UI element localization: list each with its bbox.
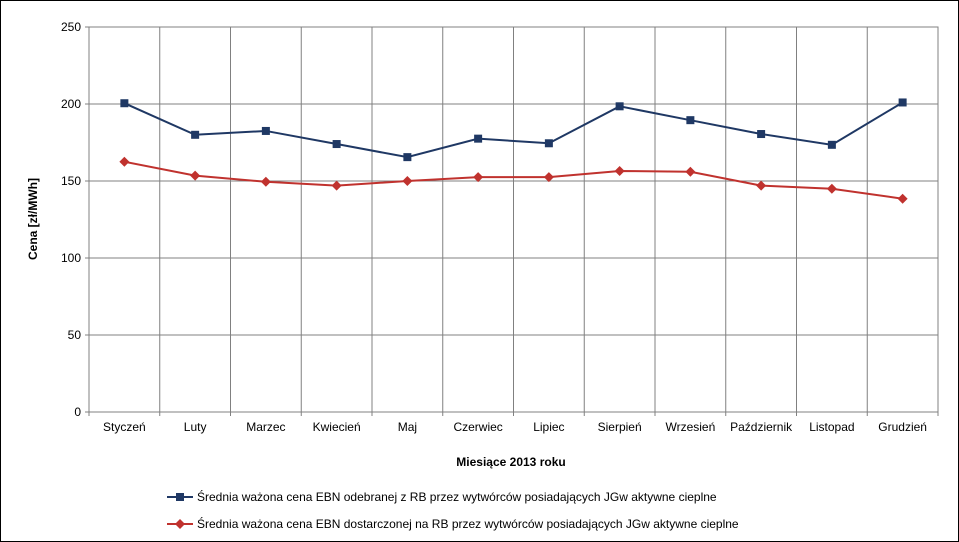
data-point (543, 172, 554, 183)
data-point (190, 170, 201, 181)
data-point (897, 193, 908, 204)
y-tick-label: 150 (61, 174, 81, 188)
y-axis-ticks: 0 50 100 150 200 250 (61, 20, 89, 419)
legend-marker (176, 493, 184, 501)
x-tick-label: Wrzesień (665, 420, 715, 434)
data-point (260, 176, 271, 187)
x-tick-label: Maj (398, 420, 417, 434)
x-tick-label: Sierpień (598, 420, 642, 434)
data-point (544, 139, 553, 148)
legend-marker (175, 519, 185, 529)
data-point (757, 130, 766, 139)
data-point (827, 140, 836, 149)
x-tick-label: Listopad (809, 420, 854, 434)
y-tick-label: 250 (61, 20, 81, 34)
series-line-1 (123, 101, 904, 159)
x-tick-label: Lipiec (533, 420, 564, 434)
legend: Średnia ważona cena EBN odebranej z RB p… (167, 489, 739, 531)
series-group (119, 98, 908, 204)
data-point (686, 116, 695, 125)
x-tick-label: Styczeń (103, 420, 146, 434)
data-point (403, 153, 412, 162)
legend-label: Średnia ważona cena EBN dostarczonej na … (197, 516, 739, 531)
x-axis-ticks: Styczeń Luty Marzec Kwiecień Maj Czerwiec Lipi… (88, 412, 939, 434)
data-point (474, 134, 483, 143)
data-point (261, 126, 270, 135)
x-tick-label: Marzec (246, 420, 285, 434)
y-tick-label: 0 (74, 405, 81, 419)
x-tick-label: Październik (730, 420, 793, 434)
y-tick-label: 50 (68, 328, 82, 342)
y-tick-label: 100 (61, 251, 81, 265)
data-point (402, 176, 413, 186)
data-point (191, 130, 200, 139)
x-tick-label: Kwiecień (313, 420, 361, 434)
data-point (331, 180, 342, 191)
data-point (119, 156, 130, 167)
grid-lines (89, 26, 938, 413)
data-point (898, 98, 907, 107)
x-tick-label: Luty (184, 420, 207, 434)
y-axis-title: Cena [zł/MWh] (26, 178, 40, 260)
data-point (826, 183, 837, 194)
legend-label: Średnia ważona cena EBN odebranej z RB p… (197, 489, 717, 504)
x-tick-label: Grudzień (878, 420, 927, 434)
data-point (685, 166, 696, 177)
x-tick-label: Czerwiec (453, 420, 502, 434)
y-tick-label: 200 (61, 97, 81, 111)
data-point (473, 172, 484, 183)
data-point (332, 140, 341, 149)
data-point (756, 180, 767, 191)
data-point (120, 99, 129, 108)
series-line-2 (124, 160, 903, 200)
data-point (615, 102, 624, 111)
x-axis-title: Miesiące 2013 roku (456, 455, 565, 469)
data-point (614, 165, 625, 176)
plot-border (88, 26, 939, 413)
